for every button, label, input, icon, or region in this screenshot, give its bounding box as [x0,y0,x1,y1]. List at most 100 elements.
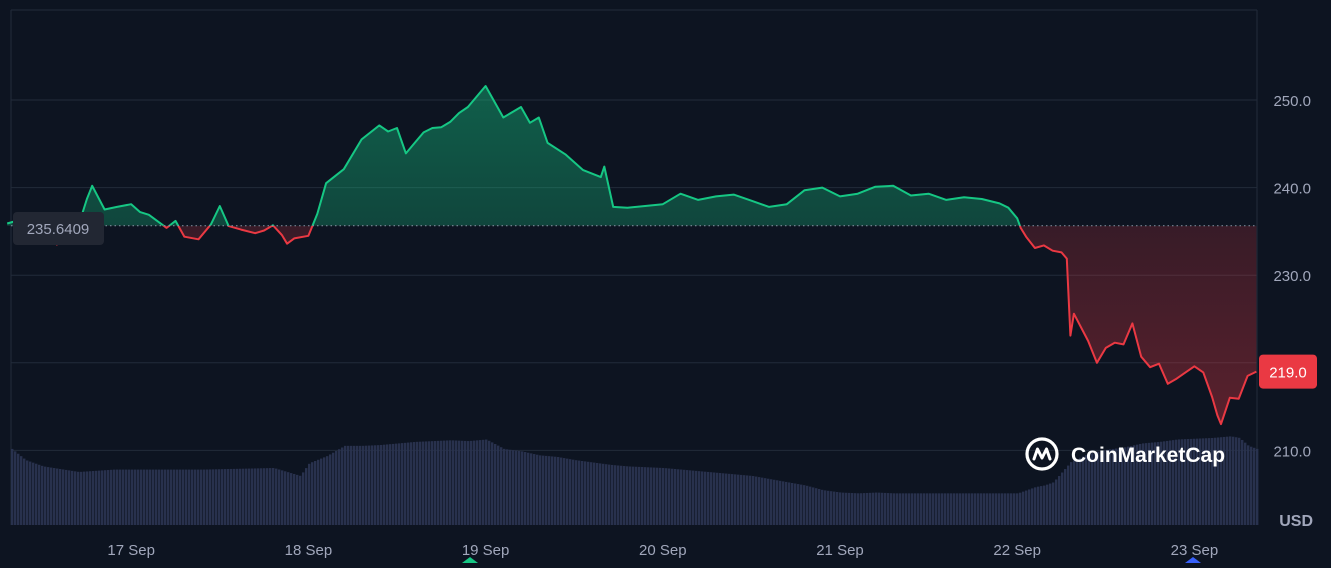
volume-bar [104,470,107,525]
volume-bar [158,469,161,525]
volume-bar [50,467,53,525]
volume-bar [1055,479,1058,525]
volume-bar [1241,439,1244,525]
volume-bar [881,492,884,525]
volume-bar [749,475,752,525]
volume-bar [1001,493,1004,525]
volume-bar [1121,447,1124,525]
volume-bar [848,492,851,525]
volume-bar [752,476,755,525]
volume-bar [335,450,338,525]
volume-bar [1169,440,1172,525]
volume-bar [764,478,767,525]
y-tick-label: 230.0 [1273,268,1311,285]
volume-bar [1199,438,1202,525]
volume-bar [461,440,464,525]
volume-bar [761,477,764,525]
volume-bar [1145,443,1148,525]
volume-bar [599,463,602,525]
volume-bar [230,468,233,525]
volume-bar [68,470,71,525]
volume-bar [1205,438,1208,525]
volume-bar [506,449,509,525]
volume-bar [563,458,566,525]
volume-bar [113,469,116,525]
volume-bar [890,493,893,525]
volume-bar [995,493,998,525]
volume-bar [206,469,209,525]
volume-bar [1070,462,1073,525]
volume-bar [920,493,923,525]
volume-bar [353,445,356,525]
volume-bar [1160,441,1163,525]
current-price-label: 219.0 [1259,354,1317,389]
volume-bar [1223,436,1226,525]
volume-bar [41,465,44,525]
volume-bar [611,464,614,525]
volume-bar [386,444,389,525]
volume-bar [947,493,950,525]
volume-bar [938,493,941,525]
volume-bar [395,443,398,525]
volume-bar [887,493,890,525]
volume-bar [404,442,407,525]
volume-bar [770,479,773,525]
volume-bar [1097,451,1100,525]
volume-bar [641,467,644,525]
volume-bar [443,440,446,525]
volume-bar [38,464,41,525]
volume-bar [374,445,377,525]
volume-bar [971,493,974,525]
volume-bar [722,473,725,525]
volume-bar [245,468,248,525]
volume-bar [989,493,992,525]
volume-bar [365,445,368,525]
volume-bar [458,440,461,525]
volume-bar [617,465,620,525]
volume-bar [362,445,365,525]
watermark-text: CoinMarketCap [1071,444,1225,467]
volume-bar [626,466,629,525]
volume-bar [182,469,185,525]
volume-bar [686,470,689,525]
volume-bar [323,457,326,525]
x-axis-marker-event [1185,557,1201,563]
volume-bar [782,481,785,525]
volume-bar [620,465,623,525]
volume-bar [953,493,956,525]
volume-bar [1064,469,1067,525]
volume-bar [140,469,143,525]
volume-bar [434,441,437,525]
volume-bar [602,463,605,525]
volume-bar [671,468,674,525]
volume-bar [551,456,554,525]
volume-bar [119,469,122,525]
volume-bar [218,469,221,525]
volume-bar [293,473,296,525]
volume-bar [302,472,305,525]
volume-bar [968,493,971,525]
volume-bar [77,471,80,525]
volume-bar [647,467,650,525]
volume-bar [824,490,827,525]
current-price-text: 219.0 [1269,365,1307,382]
volume-bar [773,479,776,525]
volume-bar [299,475,302,525]
volume-bar [524,452,527,525]
volume-bar [1013,493,1016,525]
volume-bar [695,470,698,525]
volume-bar [635,466,638,525]
volume-bar [800,484,803,525]
volume-bar [734,474,737,525]
volume-bar [251,468,254,525]
volume-bar [1061,472,1064,525]
volume-bar [929,493,932,525]
volume-bar [1208,438,1211,525]
volume-bar [254,468,257,525]
volume-bar [836,492,839,525]
volume-bar [557,457,560,525]
volume-bar [1151,442,1154,525]
volume-bar [512,450,515,525]
